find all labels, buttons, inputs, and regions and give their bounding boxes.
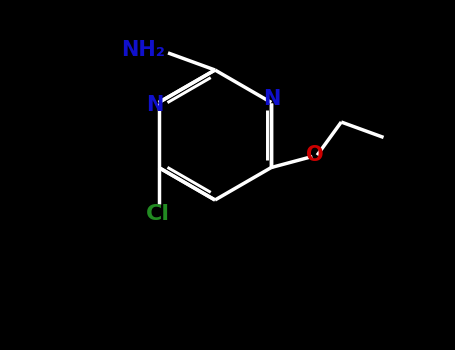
Text: N: N [263,89,281,108]
Text: NH₂: NH₂ [121,40,165,61]
Text: O: O [305,145,323,164]
Text: N: N [147,95,164,115]
Text: Cl: Cl [146,204,170,224]
